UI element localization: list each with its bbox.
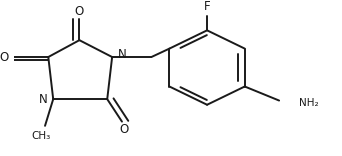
- Text: CH₃: CH₃: [31, 131, 50, 141]
- Text: O: O: [0, 51, 9, 63]
- Text: F: F: [204, 0, 210, 13]
- Text: N: N: [39, 93, 48, 106]
- Text: O: O: [75, 5, 84, 18]
- Text: NH₂: NH₂: [299, 98, 318, 108]
- Text: N: N: [118, 48, 127, 61]
- Text: O: O: [119, 123, 128, 136]
